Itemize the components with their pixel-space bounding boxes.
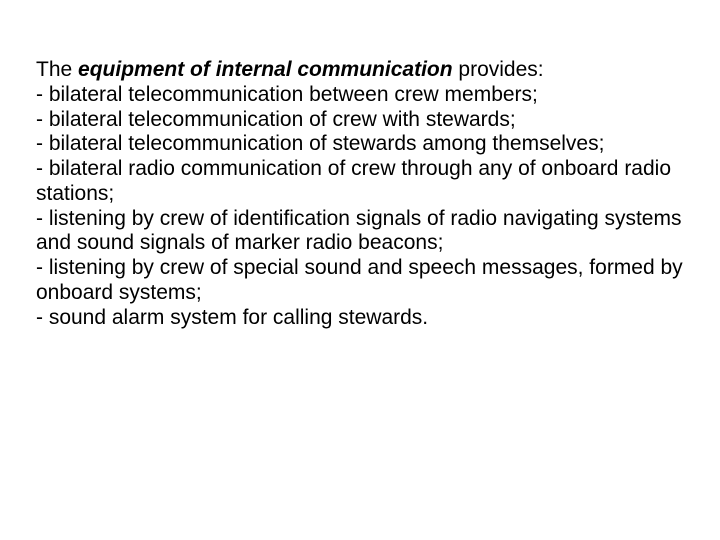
list-item: - sound alarm system for calling steward… [36, 306, 684, 331]
list-item: - bilateral telecommunication of crew wi… [36, 108, 684, 133]
list-item: - bilateral telecommunication of steward… [36, 132, 684, 157]
lead-emphasis: equipment of internal communication [78, 58, 453, 81]
lead-line: The equipment of internal communication … [36, 58, 544, 81]
list-item: - listening by crew of special sound and… [36, 256, 684, 306]
lead-suffix: provides: [453, 58, 544, 81]
list-item: - bilateral radio communication of crew … [36, 157, 684, 207]
slide: The equipment of internal communication … [0, 0, 720, 540]
list-item: - bilateral telecommunication between cr… [36, 83, 684, 108]
text-body: The equipment of internal communication … [36, 58, 684, 330]
lead-prefix: The [36, 58, 78, 81]
list-item: - listening by crew of identification si… [36, 207, 684, 257]
